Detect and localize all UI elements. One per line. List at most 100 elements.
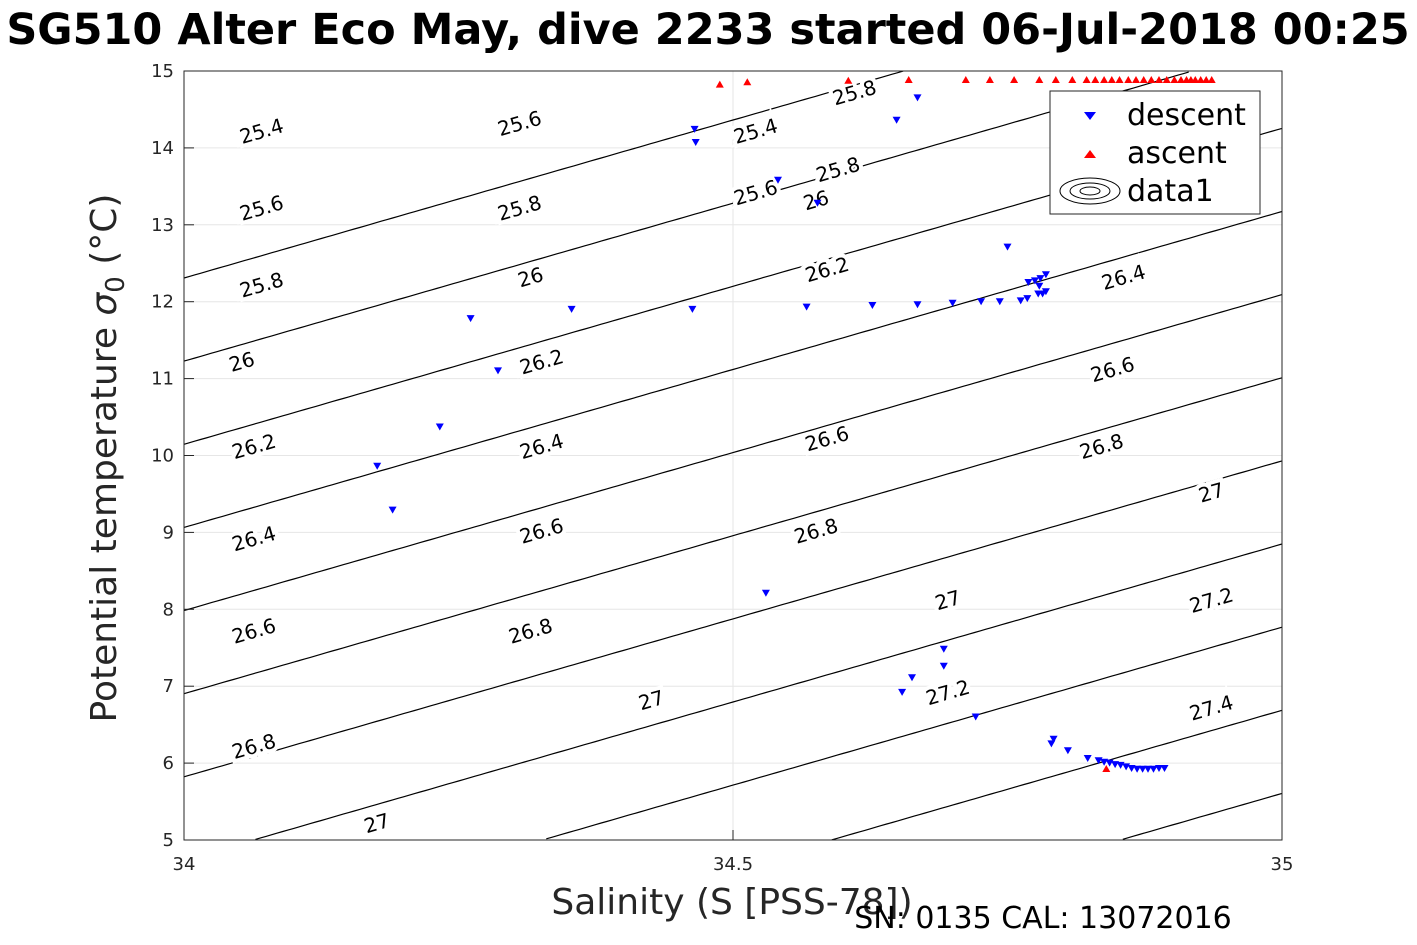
legend-descent-label: descent [1127,98,1246,133]
ascent-point [1102,765,1111,772]
ascent-point [1068,76,1077,83]
ascent-point [1191,76,1200,83]
contour-level-label: 26.4 [229,521,278,556]
contour-line [546,626,1283,840]
contour-level-label: 26 [515,262,546,292]
contour-level-label: 26.8 [1077,429,1126,464]
descent-point [388,506,397,514]
contour-level-label: 27 [361,808,392,838]
ascent-point [1155,76,1163,83]
y-tick-label: 11 [151,369,174,390]
descent-point [1138,765,1147,773]
contour-level-label: 25.4 [237,113,286,148]
descent-point [1049,735,1058,743]
contour-level-label: 26.6 [229,613,278,648]
contour-level-label: 25.6 [237,190,286,225]
contour-level-label: 25.8 [830,75,879,110]
descent-point [691,139,700,146]
contour-level-label: 25.6 [495,106,544,141]
y-tick-label: 9 [163,522,174,543]
descent-point [939,645,948,653]
ascent-point [1202,76,1211,83]
y-tick-label: 13 [151,215,174,236]
legend-box [1049,90,1261,215]
y-tick-label: 10 [151,446,174,467]
descent-point [898,688,907,696]
descent-point [567,305,576,313]
contour-line [183,377,1283,695]
ascent-point [1035,76,1044,83]
contour-level-label: 26.8 [506,613,555,648]
descent-point [1047,740,1056,748]
ascent-point [1196,76,1205,83]
descent-point [1133,765,1142,773]
descent-point [1003,243,1012,251]
descent-point [1144,765,1152,773]
legend-data1-label: data1 [1127,174,1214,209]
contour-level-label: 25.8 [495,190,544,225]
ascent-point [1082,76,1091,83]
ascent-point [1051,76,1060,83]
descent-point [690,125,699,133]
contour-line [183,460,1283,778]
contour-level-label: 27 [636,685,667,715]
descent-point [1100,758,1109,766]
descent-point [1024,279,1033,286]
descent-point [995,298,1004,306]
contour-level-label: 27 [1196,477,1227,507]
descent-point [1023,295,1032,303]
ascent-point [1207,76,1216,83]
descent-point [913,94,922,102]
legend-ascent-marker [1084,150,1096,158]
y-tick-label: 15 [151,61,174,82]
descent-point [892,116,901,124]
descent-point [939,662,948,670]
ascent-point [743,78,752,86]
contour-line [1122,792,1283,840]
contour-level-label: 25.6 [731,175,780,210]
descent-point [1041,271,1050,279]
ascent-point [1177,76,1185,83]
contour-level-label: 26.6 [517,513,566,548]
descent-point [813,199,822,207]
descent-point [913,301,922,309]
ascent-point [961,76,970,83]
y-tick-label: 6 [163,753,174,774]
descent-point [1030,277,1039,285]
contour-line [255,543,1283,840]
x-axis-label: Salinity (S [PSS-78]) [551,882,912,923]
descent-point [1083,755,1092,762]
contour-level-label: 26.8 [791,513,840,548]
x-tick-label: 34.5 [713,854,753,875]
y-tick-label: 7 [163,676,174,697]
descent-point [1036,275,1045,283]
descent-point [1035,282,1044,290]
descent-point [948,299,957,307]
contour-level-label: 27.2 [1187,582,1236,617]
x-tick-label: 34 [173,854,196,875]
descent-point [435,423,444,431]
ascent-point [1170,76,1179,83]
ascent-point [844,76,853,84]
contour-level-label: 26.8 [229,729,278,764]
contour-level-label: 26.6 [1088,352,1137,387]
contour-level-label: 26 [226,347,257,377]
ascent-point [1124,76,1133,83]
descent-point [1038,290,1047,298]
ascent-series [715,76,1216,772]
descent-point [802,303,811,311]
descent-point [466,315,475,323]
contour-level-label: 26.4 [1099,259,1148,294]
descent-point [977,298,986,306]
descent-point [908,674,916,682]
y-tick-label: 14 [151,138,174,159]
descent-point [1127,765,1136,772]
contour-level-label: 26.2 [229,429,278,464]
descent-point [1149,765,1158,773]
contour-level-label: 26.2 [517,344,566,379]
ascent-point [1139,76,1148,83]
ascent-point [1107,76,1116,83]
descent-point [1155,765,1163,772]
descent-series [373,94,1169,773]
